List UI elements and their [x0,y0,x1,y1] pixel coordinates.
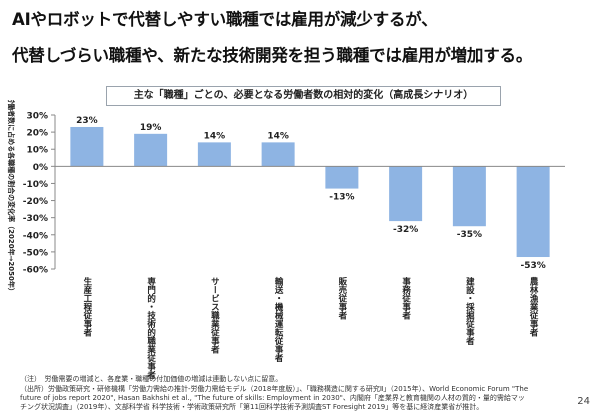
y-tick-label: -20% [23,197,48,207]
y-tick-label: -40% [23,231,48,241]
bar [197,142,231,167]
y-tick-label: 20% [26,129,48,139]
x-tick-label: 事務従事者 [401,276,412,320]
y-tick-label: -10% [23,180,48,190]
y-tick-label: -50% [23,248,48,258]
y-tick-label: 0% [33,163,48,173]
data-label: 19% [140,123,162,133]
x-tick-label: 建設・採掘従事者 [464,276,475,346]
y-tick-label: 10% [26,146,48,156]
data-label: 14% [204,131,226,141]
chart-title: 主な「職種」ごとの、必要となる労働者数の相対的変化（高成長シナリオ） [106,86,501,106]
x-tick-label: 生産工程従事者 [82,276,93,337]
headline-line-2: 代替しづらい職種や、新たな技術開発を担う職種では雇用が増加する。 [12,46,533,65]
data-label: 14% [267,131,289,141]
x-tick-label: 販売従事者 [337,276,348,320]
source-line-1: （出所）労働政策研究・研修機構「労働力需給の推計-労働力需給モデル（2018年度… [20,385,529,393]
y-tick-label: -30% [23,214,48,224]
x-tick-label: 農林漁業従事者 [528,276,539,337]
x-tick-label: 輸送・機械運転従事者 [273,276,284,363]
y-tick-label: -60% [23,266,48,276]
data-label: 23% [76,116,98,126]
bar [452,166,486,227]
bar [325,166,359,189]
bar [389,166,423,222]
data-label: -53% [520,261,545,271]
data-label: -32% [393,225,418,235]
headline-line-1: AIやロボットで代替しやすい職種では雇用が減少するが、 [12,10,438,29]
y-axis-title: 全労働者数に占める各職種の割合の変化率（2020年→2050年） [7,100,16,295]
bar [261,142,295,167]
data-label: -35% [457,230,482,240]
footnote: （注） 労働需要の増減と、各産業・職種の付加価値の増減は連動しない点に留意。 [20,375,283,383]
y-tick-label: 30% [26,112,48,122]
data-label: -13% [329,193,354,203]
source-line-2: future of jobs report 2020", Hasan Bakhs… [20,394,525,402]
source-line-3: チング状況調査」（2019年）、文部科学省 科学技術・学術政策研究所「第11回科… [20,403,484,411]
x-tick-label: 専門的・技術的職業従事者 [146,276,157,380]
x-tick-label: サービス職業従事者 [209,277,220,354]
bar [134,133,168,167]
page-number: 24 [577,396,590,407]
bar [70,126,104,167]
bar [516,166,550,258]
chart: 全労働者数に占める各職種の割合の変化率（2020年→2050年） 30% 20% 10… [7,100,565,380]
